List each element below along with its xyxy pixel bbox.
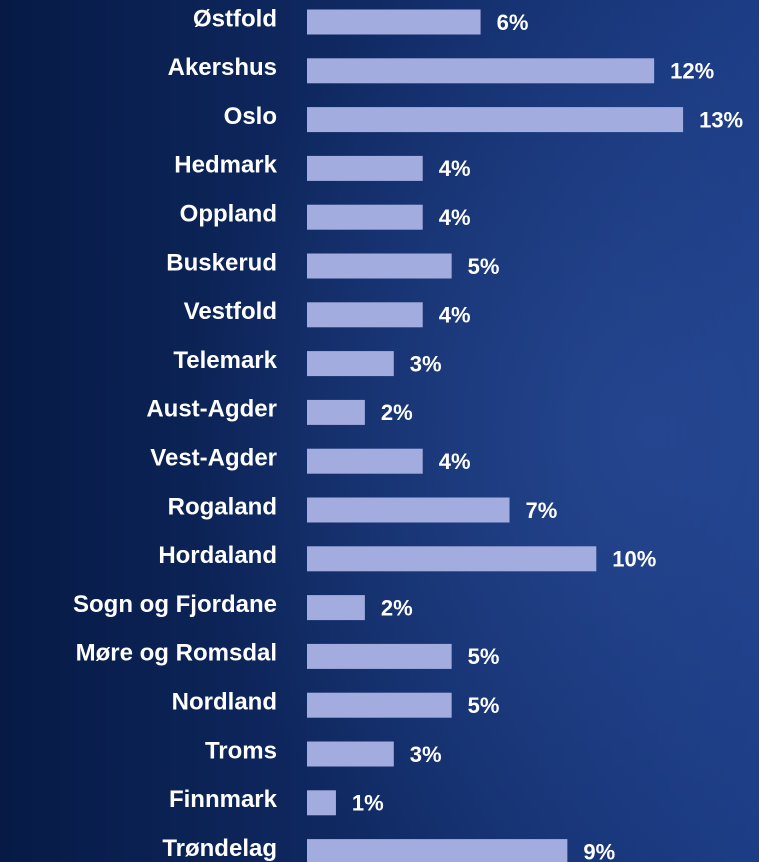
value-label: 10% (612, 547, 656, 572)
bar (307, 302, 423, 328)
bar (307, 204, 423, 230)
category-label: Troms (205, 737, 277, 764)
category-label: Sogn og Fjordane (73, 591, 277, 618)
bar (307, 790, 336, 816)
bar (307, 448, 423, 474)
value-label: 1% (352, 791, 384, 816)
bar (307, 741, 394, 767)
value-label: 9% (583, 839, 615, 862)
category-label: Finnmark (169, 786, 278, 813)
bar (307, 595, 365, 621)
category-label: Rogaland (168, 493, 277, 520)
value-label: 7% (526, 498, 558, 523)
bar (307, 546, 597, 572)
category-label: Aust-Agder (146, 396, 277, 423)
value-label: 2% (381, 400, 413, 425)
value-label: 3% (410, 351, 442, 376)
bar (307, 399, 365, 425)
category-label: Hordaland (158, 542, 277, 569)
value-label: 4% (439, 449, 471, 474)
category-label: Vestfold (184, 298, 277, 325)
category-label: Akershus (168, 54, 277, 81)
category-label: Trøndelag (162, 835, 277, 862)
bar (307, 155, 423, 181)
bar (307, 253, 452, 279)
value-label: 4% (439, 303, 471, 328)
category-label: Telemark (173, 347, 277, 374)
value-label: 5% (468, 693, 500, 718)
category-label: Møre og Romsdal (76, 640, 277, 667)
value-label: 3% (410, 742, 442, 767)
value-label: 5% (468, 254, 500, 279)
category-label: Nordland (172, 689, 277, 716)
bar (307, 9, 481, 35)
category-label: Oslo (224, 103, 277, 130)
bar (307, 839, 568, 862)
category-label: Oppland (180, 201, 277, 228)
value-label: 2% (381, 595, 413, 620)
bar (307, 107, 684, 133)
bar (307, 351, 394, 377)
category-label: Hedmark (174, 152, 277, 179)
bar (307, 497, 510, 523)
category-label: Buskerud (166, 249, 277, 276)
value-label: 6% (497, 10, 529, 35)
value-label: 4% (439, 156, 471, 181)
bar (307, 692, 452, 718)
value-label: 13% (699, 107, 743, 132)
category-label: Vest-Agder (150, 445, 277, 472)
value-label: 5% (468, 644, 500, 669)
value-label: 12% (670, 59, 714, 84)
bar (307, 58, 655, 84)
category-label: Østfold (193, 5, 277, 32)
bar (307, 643, 452, 669)
value-label: 4% (439, 205, 471, 230)
